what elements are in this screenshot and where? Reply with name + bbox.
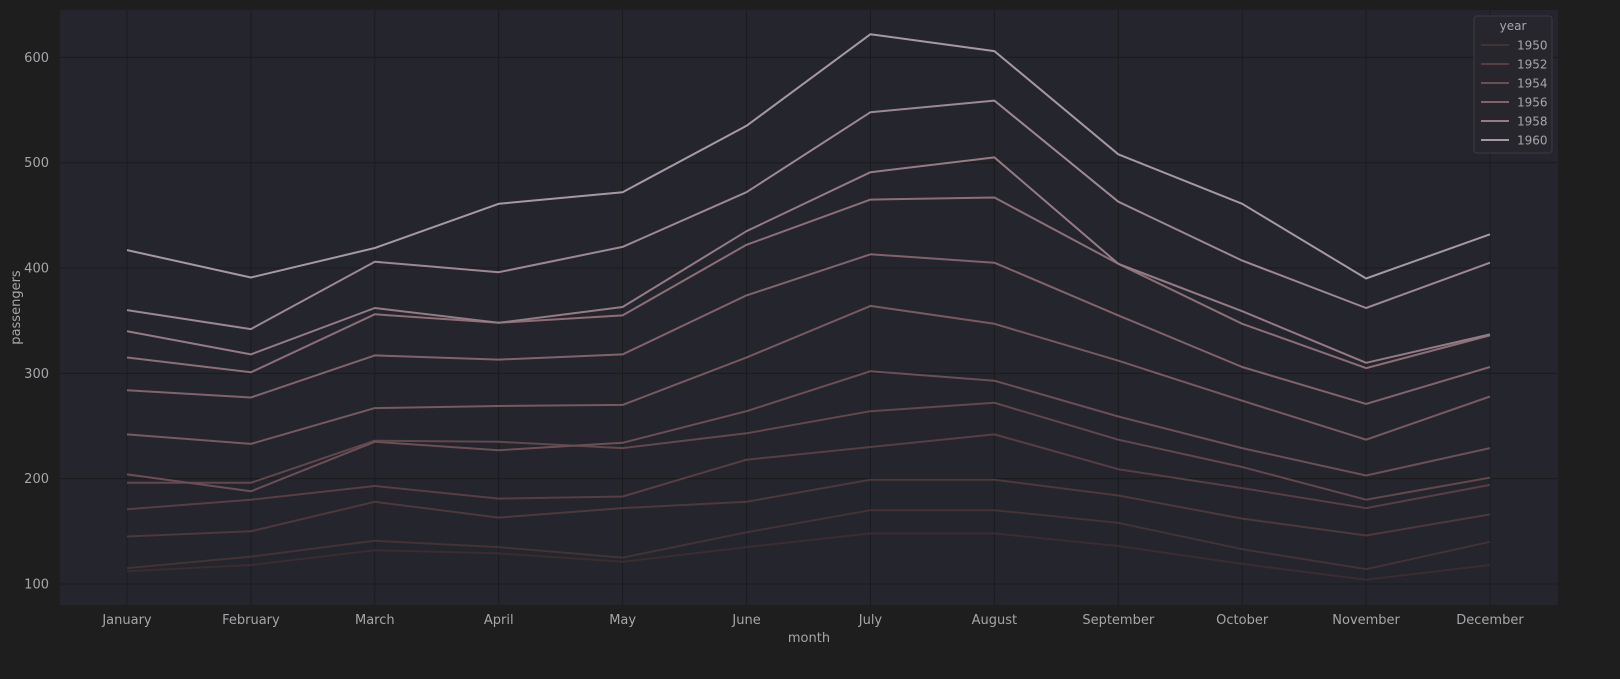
x-tick-label: December [1456, 613, 1524, 628]
x-tick-label: April [484, 613, 514, 628]
x-axis-label: month [788, 631, 830, 646]
series-line [126, 370, 1491, 493]
series-line [126, 99, 1491, 331]
y-axis-label: passengers [9, 270, 24, 345]
legend-box [1473, 15, 1553, 154]
x-tick-label: November [1332, 613, 1400, 628]
legend-label: 1960 [1517, 134, 1548, 148]
legend-label: 1952 [1517, 58, 1548, 72]
y-tick-label: 600 [24, 51, 49, 66]
series-line [126, 196, 1491, 374]
y-tick-label: 100 [24, 577, 49, 592]
x-tick-label: May [609, 613, 636, 628]
series-line [126, 509, 1491, 571]
y-tick-label: 200 [24, 472, 49, 487]
series-line [126, 156, 1491, 364]
x-tick-label: September [1082, 613, 1155, 628]
x-tick-label: February [222, 613, 280, 628]
series-line [126, 478, 1491, 538]
series-line [126, 253, 1491, 405]
series-line [127, 401, 1491, 501]
series-line [126, 433, 1491, 511]
y-tick-label: 300 [24, 367, 49, 382]
legend-title: year [1500, 19, 1527, 33]
x-tick-label: January [101, 613, 152, 628]
series-line [126, 304, 1491, 445]
x-tick-label: July [858, 613, 883, 628]
legend-label: 1956 [1517, 96, 1548, 110]
legend-label: 1958 [1517, 115, 1548, 129]
legend-label: 1954 [1517, 77, 1548, 91]
plot-area [60, 10, 1558, 605]
x-tick-label: October [1216, 613, 1269, 628]
series-line [126, 33, 1491, 280]
legend-label: 1950 [1517, 39, 1548, 53]
series-line [126, 532, 1491, 581]
y-tick-label: 500 [24, 156, 49, 171]
x-tick-label: August [972, 613, 1018, 628]
y-tick-label: 400 [24, 262, 49, 277]
x-tick-label: June [731, 613, 760, 628]
x-tick-label: March [355, 613, 395, 628]
